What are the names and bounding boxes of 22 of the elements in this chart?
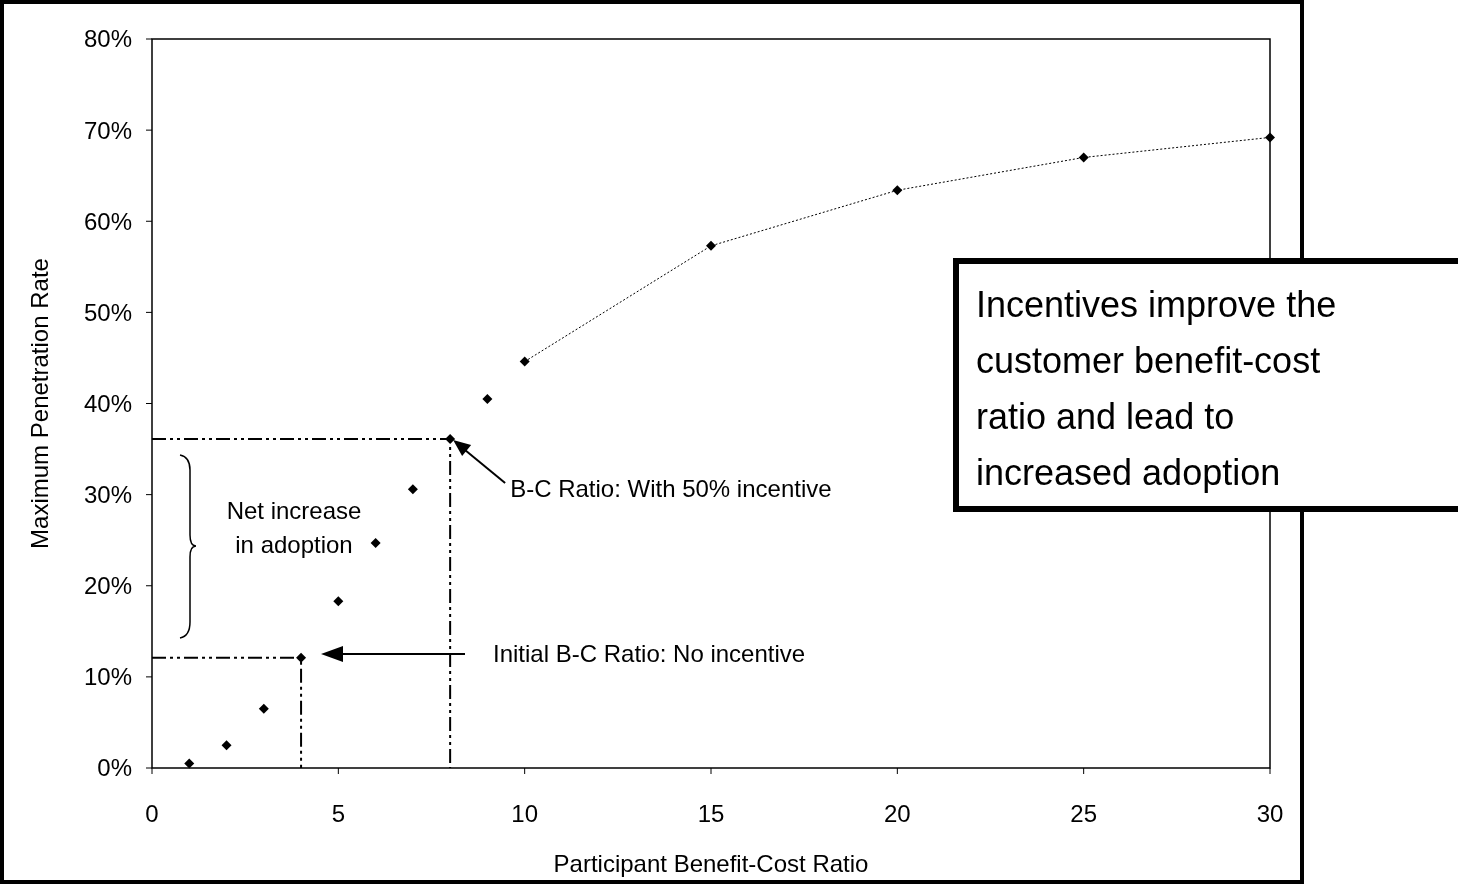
y-tick-label: 30% <box>83 481 132 509</box>
annotation: Initial B-C Ratio: No incentive <box>493 640 806 668</box>
y-tick-label: 20% <box>83 572 132 600</box>
x-tick-label: 30 <box>1256 800 1284 827</box>
y-tick-label: 80% <box>83 25 132 53</box>
y-axis-title: Maximum Penetration Rate <box>26 258 53 549</box>
annotation: Net increase in adoption <box>226 497 362 558</box>
x-tick-label: 0 <box>145 800 159 827</box>
annotation: B-C Ratio: With 50% incentive <box>510 475 832 503</box>
x-tick-label: 20 <box>883 800 911 827</box>
x-tick-label: 10 <box>511 800 539 827</box>
x-tick-label: 15 <box>697 800 725 827</box>
y-tick-label: 10% <box>83 663 132 691</box>
y-tick-label: 70% <box>83 116 132 144</box>
y-tick-label: 60% <box>83 207 132 235</box>
y-tick-label: 0% <box>97 754 132 782</box>
x-axis-title: Participant Benefit-Cost Ratio <box>553 850 869 877</box>
y-tick-label: 50% <box>83 298 132 326</box>
annotation: Incentives improve the customer benefit-cost ratio and lead to increased adoption <box>976 284 1337 493</box>
x-tick-label: 5 <box>331 800 346 827</box>
y-tick-label: 40% <box>83 389 132 417</box>
x-tick-label: 25 <box>1070 800 1098 827</box>
